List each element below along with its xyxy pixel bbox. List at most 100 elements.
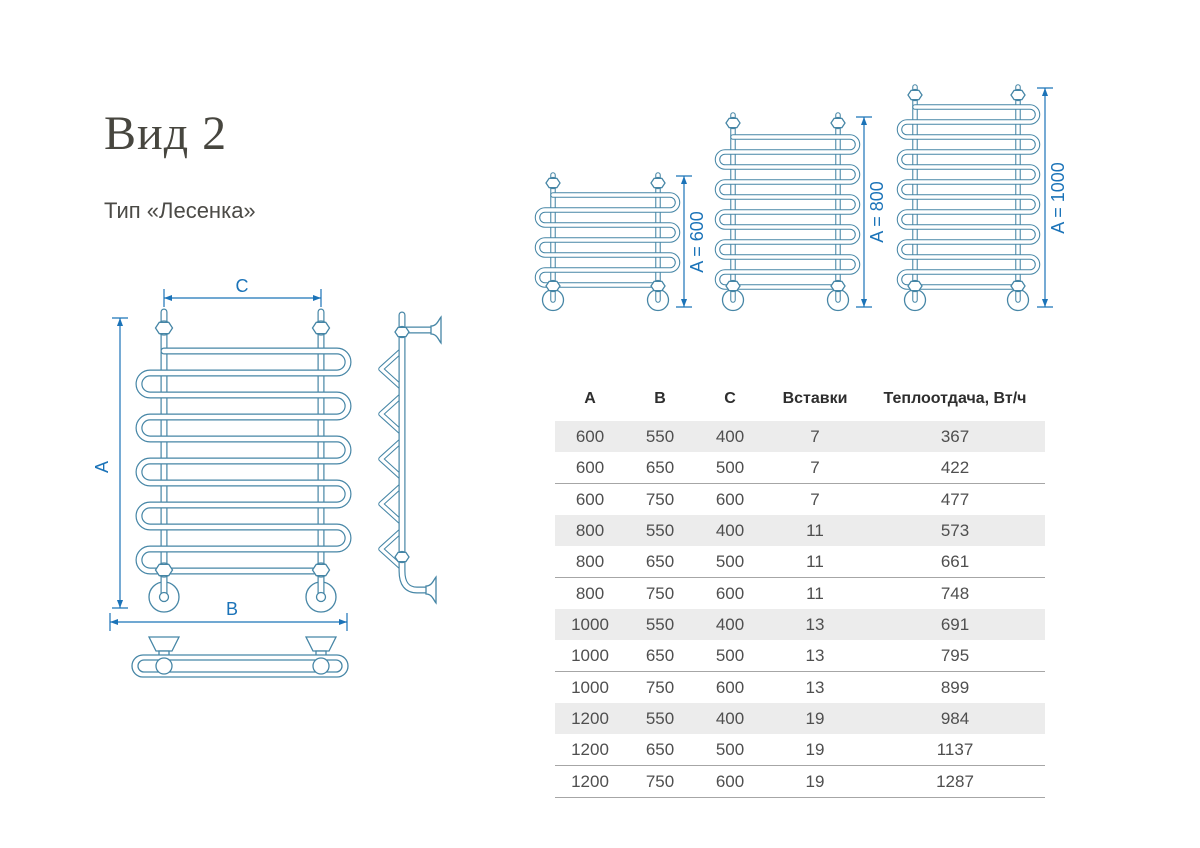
table-row: 600 750 600 7 477: [555, 484, 1045, 516]
table-cell-inserts: 13: [805, 677, 825, 697]
table-cell-b: 650: [625, 452, 695, 484]
table-cell-a: 1200: [571, 708, 609, 728]
table-cell-a: 1000: [555, 640, 625, 672]
table-cell-a: 600: [555, 452, 625, 484]
table-row: 600 650 500 7 422: [555, 452, 1045, 484]
rail-variant-800: A = 800: [718, 115, 887, 312]
table-cell-a: 800: [575, 520, 605, 540]
table-cell-heat: 573: [940, 520, 970, 540]
table-cell-a: 600: [575, 426, 605, 446]
dimension-b: B: [109, 599, 348, 631]
table-cell-inserts: 7: [810, 426, 820, 446]
table-cell-c: 600: [715, 583, 745, 603]
table-cell-c: 400: [715, 426, 745, 446]
table-cell-c: 600: [715, 489, 745, 509]
table-cell-c: 600: [715, 677, 745, 697]
front-view-diagram: C A B: [92, 276, 442, 678]
table-cell-heat: 477: [940, 489, 970, 509]
spec-table: A B C Вставки Теплоотдача, Вт/ч 600 550 40…: [555, 384, 1045, 798]
table-cell-b: 550: [645, 426, 675, 446]
table-cell-inserts: 11: [765, 546, 865, 578]
table-row: 800 550 400 11 573: [555, 515, 1045, 546]
table-cell-inserts: 13: [805, 614, 825, 634]
table-cell-a: 1200: [555, 765, 625, 798]
table-cell-c: 500: [695, 640, 765, 672]
table-cell-b: 750: [645, 489, 675, 509]
table-cell-inserts: 7: [765, 452, 865, 484]
table-cell-c: 400: [715, 614, 745, 634]
table-cell-heat: 984: [940, 708, 970, 728]
rail-variant-1000: A = 1000: [900, 87, 1068, 312]
table-cell-c: 500: [695, 734, 765, 766]
table-cell-b: 550: [645, 520, 675, 540]
page-title: Вид 2: [104, 107, 228, 160]
table-row: 1200 750 600 19 1287: [555, 765, 1045, 798]
table-cell-inserts: 11: [806, 520, 824, 540]
dim-label-c: C: [236, 276, 249, 296]
spec-table-header: A B C Вставки Теплоотдача, Вт/ч: [555, 384, 1045, 421]
table-cell-heat: 691: [940, 614, 970, 634]
table-row: 1000 550 400 13 691: [555, 609, 1045, 640]
table-row: 1000 750 600 13 899: [555, 672, 1045, 704]
table-cell-heat: 795: [865, 640, 1045, 672]
dim-label-a: A: [92, 461, 112, 473]
table-cell-heat: 661: [865, 546, 1045, 578]
dim-label-a1000: A = 1000: [1048, 162, 1068, 234]
table-cell-a: 1000: [571, 677, 609, 697]
table-cell-a: 1200: [555, 734, 625, 766]
spec-table-body: 600 550 400 7 367 600 650 500 7 422 600 750 600 7 477 8…: [555, 421, 1045, 798]
table-cell-b: 650: [625, 734, 695, 766]
table-cell-a: 800: [555, 546, 625, 578]
table-cell-c: 400: [715, 708, 745, 728]
table-cell-inserts: 19: [765, 734, 865, 766]
table-cell-heat: 1137: [865, 734, 1045, 766]
dim-label-b: B: [226, 599, 238, 619]
size-variants-diagram: A = 600 A = 800 A = 1000: [520, 78, 1068, 312]
table-cell-b: 750: [625, 765, 695, 798]
dim-label-a800: A = 800: [867, 181, 887, 243]
table-row: 1000 650 500 13 795: [555, 640, 1045, 672]
table-cell-inserts: 19: [765, 765, 865, 798]
column-header-a: A: [584, 390, 596, 407]
table-row: 1200 550 400 19 984: [555, 703, 1045, 734]
table-cell-c: 500: [695, 546, 765, 578]
table-cell-c: 600: [695, 765, 765, 798]
dim-label-a600: A = 600: [687, 211, 707, 273]
table-cell-inserts: 13: [765, 640, 865, 672]
column-header-inserts: Вставки: [782, 390, 848, 407]
table-cell-heat: 1287: [865, 765, 1045, 798]
table-cell-b: 750: [645, 583, 675, 603]
table-cell-inserts: 7: [810, 489, 820, 509]
type-label: Тип «Лесенка»: [104, 198, 256, 223]
table-cell-heat: 899: [940, 677, 970, 697]
table-row: 800 650 500 11 661: [555, 546, 1045, 578]
towel-rail-side-view: [381, 315, 442, 604]
table-cell-b: 650: [625, 640, 695, 672]
table-cell-inserts: 19: [805, 708, 825, 728]
table-cell-a: 600: [575, 489, 605, 509]
table-cell-inserts: 11: [806, 583, 824, 603]
towel-rail-front-view: [139, 312, 348, 613]
table-cell-c: 400: [715, 520, 745, 540]
table-cell-b: 550: [645, 708, 675, 728]
table-cell-heat: 422: [865, 452, 1045, 484]
table-cell-a: 800: [575, 583, 605, 603]
table-cell-b: 750: [645, 677, 675, 697]
table-cell-b: 650: [625, 546, 695, 578]
column-header-b: B: [654, 390, 666, 407]
column-header-c: C: [724, 390, 736, 407]
table-cell-b: 550: [645, 614, 675, 634]
table-cell-heat: 367: [940, 426, 970, 446]
table-row: 800 750 600 11 748: [555, 578, 1045, 610]
table-cell-a: 1000: [571, 614, 609, 634]
rail-variant-600: A = 600: [538, 175, 707, 312]
column-header-heat: Теплоотдача, Вт/ч: [883, 390, 1027, 407]
dimension-a: A: [92, 317, 128, 609]
towel-rail-bottom-view: [131, 636, 349, 678]
table-row: 600 550 400 7 367: [555, 421, 1045, 452]
table-cell-heat: 748: [940, 583, 970, 603]
table-row: 1200 650 500 19 1137: [555, 734, 1045, 766]
table-cell-c: 500: [695, 452, 765, 484]
dimension-c: C: [163, 276, 322, 307]
